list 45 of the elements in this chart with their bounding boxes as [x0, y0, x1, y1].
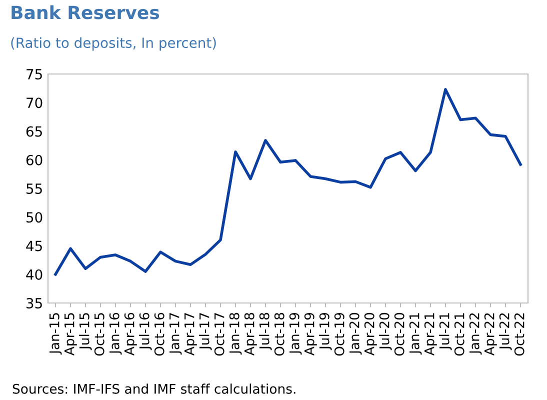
x-tick-label: Jan-21 [409, 313, 422, 355]
x-tick-label: Apr-21 [424, 313, 437, 356]
x-tick-label: Jul-22 [499, 313, 512, 350]
x-tick-label: Apr-20 [364, 312, 377, 356]
x-tick-label: Oct-22 [514, 313, 524, 356]
x-tick-label: Jul-15 [79, 313, 92, 350]
y-tick-label: 50 [26, 212, 42, 223]
x-tick-label: Jul-19 [319, 312, 332, 350]
y-tick-label: 35 [26, 298, 42, 308]
x-tick-label: Oct-18 [274, 312, 284, 356]
x-tick-label: Apr-19 [304, 312, 317, 356]
x-tick-label: Jul-17 [199, 313, 212, 350]
y-tick-label: 75 [26, 69, 42, 80]
x-tick-label: Jul-16 [139, 312, 152, 350]
x-tick-label: Oct-16 [154, 312, 164, 356]
y-tick-label: 40 [26, 269, 42, 280]
x-tick-label: Oct-21 [454, 313, 464, 356]
x-tick-label: Apr-22 [484, 313, 497, 356]
x-tick-label: Jan-20 [349, 312, 362, 355]
x-tick-label: Apr-16 [124, 312, 137, 356]
y-tick-label: 70 [26, 98, 42, 108]
x-tick-label: Jul-20 [379, 312, 392, 350]
source-note: Sources: IMF-IFS and IMF staff calculations. [12, 384, 296, 394]
chart-subtitle: (Ratio to deposits, In percent) [11, 37, 216, 51]
x-tick-label: Apr-18 [244, 312, 257, 356]
line-series [54, 88, 522, 276]
x-tick-label: Jul-18 [259, 312, 272, 350]
y-tick-label: 55 [26, 184, 42, 194]
x-tick-label: Jan-22 [469, 313, 482, 355]
x-tick-label: Jul-21 [439, 313, 452, 350]
x-tick-label: Jan-19 [289, 312, 302, 355]
x-tick-label: Oct-17 [214, 313, 224, 356]
x-tick-label: Apr-15 [64, 313, 77, 356]
x-tick-label: Jan-15 [50, 313, 62, 355]
y-tick-label: 60 [26, 154, 42, 166]
x-tick-label: Jan-17 [170, 313, 182, 355]
x-tick-label: Apr-17 [184, 313, 197, 356]
x-tick-label: Oct-19 [334, 312, 344, 356]
x-tick-label: Jan-16 [109, 312, 122, 355]
y-tick-label: 45 [26, 240, 42, 252]
chart-title: Bank Reserves [12, 5, 160, 20]
x-tick-label: Jan-18 [229, 312, 242, 355]
x-tick-label: Oct-15 [94, 313, 104, 356]
x-tick-label: Oct-20 [394, 312, 404, 356]
y-tick-label: 65 [26, 126, 42, 137]
